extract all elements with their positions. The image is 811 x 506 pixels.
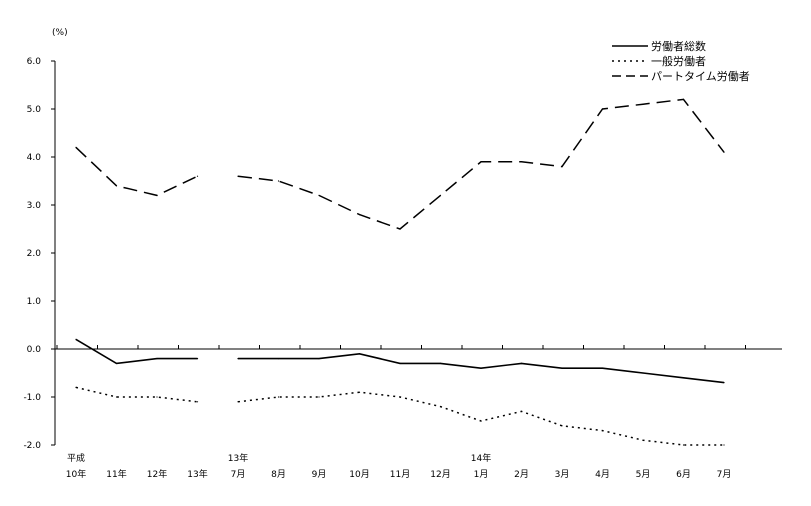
- x-tick-label: 11月: [390, 469, 410, 480]
- legend-label: 労働者総数: [651, 39, 706, 53]
- data-point: [601, 367, 604, 369]
- series-1: [75, 338, 725, 384]
- data-point: [196, 175, 199, 177]
- series-2: [75, 386, 725, 446]
- data-point: [237, 358, 239, 360]
- data-point: [642, 103, 644, 105]
- x-tick-label: 1月: [474, 469, 489, 480]
- x-tick-label-top: 平成: [67, 452, 85, 464]
- data-point: [723, 444, 725, 446]
- data-point: [439, 194, 442, 196]
- x-tick-label-top: 14年: [471, 452, 491, 464]
- data-point: [156, 194, 158, 196]
- y-tick-label: -1.0: [23, 393, 41, 403]
- data-point: [75, 146, 77, 148]
- data-point: [156, 396, 158, 398]
- data-point: [115, 362, 118, 364]
- data-point: [237, 401, 239, 403]
- data-point: [642, 372, 644, 374]
- data-point: [237, 175, 239, 177]
- series-line-segment: [75, 146, 198, 197]
- x-tick-label: 12月: [430, 469, 450, 480]
- legend-label: パートタイム労働者: [651, 69, 750, 83]
- data-point: [439, 406, 442, 408]
- data-point: [115, 185, 118, 187]
- data-point: [115, 396, 118, 398]
- data-point: [561, 367, 563, 369]
- data-point: [196, 358, 199, 360]
- x-tick-label: 4月: [595, 469, 610, 480]
- data-point: [642, 439, 644, 441]
- y-unit-label: (%): [52, 28, 68, 38]
- x-tick-labels: 平成 10年 11年 12年 13年 13年 7月 8月 9月 10月 11月 12月 14年 1月 2月 3…: [66, 452, 732, 480]
- data-point: [682, 98, 685, 100]
- data-point: [156, 358, 158, 360]
- data-point: [520, 410, 523, 412]
- y-tick-label: 5.0: [27, 105, 42, 115]
- x-tick-label: 9月: [312, 469, 327, 480]
- data-point: [480, 367, 482, 369]
- series-3: [75, 98, 725, 230]
- x-tick-label: 13年: [187, 468, 207, 480]
- data-point: [682, 377, 685, 379]
- legend-label: 一般労働者: [651, 54, 706, 68]
- y-tick-label: -2.0: [23, 441, 41, 451]
- x-tick-label: 7月: [717, 469, 732, 480]
- data-point: [277, 396, 280, 398]
- data-point: [277, 358, 280, 360]
- x-tick-label: 7月: [231, 469, 246, 480]
- y-tick-label: 0.0: [27, 345, 42, 355]
- data-point: [561, 425, 563, 427]
- x-tick-label: 10月: [349, 469, 369, 480]
- x-tick-label: 6月: [676, 469, 691, 480]
- x-tick-label-top: 13年: [228, 452, 248, 464]
- data-point: [723, 382, 725, 384]
- data-point: [358, 391, 361, 393]
- x-tick-label: 3月: [555, 469, 570, 480]
- data-point: [723, 151, 725, 153]
- data-point: [439, 362, 442, 364]
- data-point: [75, 338, 77, 340]
- y-tick-label: 1.0: [27, 297, 42, 307]
- data-point: [277, 180, 280, 182]
- series-lines: [75, 98, 725, 446]
- y-tick-label: 4.0: [27, 153, 42, 163]
- x-tick-label: 5月: [636, 469, 651, 480]
- data-point: [196, 401, 199, 403]
- x-tick-label: 10年: [66, 468, 86, 480]
- data-point: [399, 396, 401, 398]
- x-tick-label: 8月: [271, 469, 286, 480]
- x-tick-label: 11年: [106, 468, 126, 480]
- series-line-segment: [75, 386, 198, 403]
- series-line-segment: [237, 391, 724, 446]
- data-point: [682, 444, 685, 446]
- data-point: [601, 108, 604, 110]
- data-point: [318, 358, 320, 360]
- data-point: [520, 362, 523, 364]
- data-point: [399, 228, 401, 230]
- axes: [51, 60, 782, 446]
- data-point: [601, 430, 604, 432]
- series-line-segment: [75, 338, 198, 365]
- x-tick-label: 12年: [147, 468, 167, 480]
- data-point: [358, 214, 361, 216]
- y-tick-label: 2.0: [27, 249, 42, 259]
- data-point: [358, 353, 361, 355]
- data-point: [75, 386, 77, 388]
- y-tick-label: 3.0: [27, 201, 42, 211]
- data-point: [318, 396, 320, 398]
- y-tick-labels: 6.0 5.0 4.0 3.0 2.0 1.0 0.0 -1.0 -2.0: [23, 57, 41, 451]
- data-point: [561, 166, 563, 168]
- series-line-segment: [237, 98, 725, 230]
- data-point: [520, 161, 523, 163]
- data-point: [399, 362, 401, 364]
- x-tick-label: 2月: [514, 469, 529, 480]
- y-tick-label: 6.0: [27, 57, 42, 67]
- data-point: [480, 161, 482, 163]
- data-point: [480, 420, 482, 422]
- data-point: [318, 194, 320, 196]
